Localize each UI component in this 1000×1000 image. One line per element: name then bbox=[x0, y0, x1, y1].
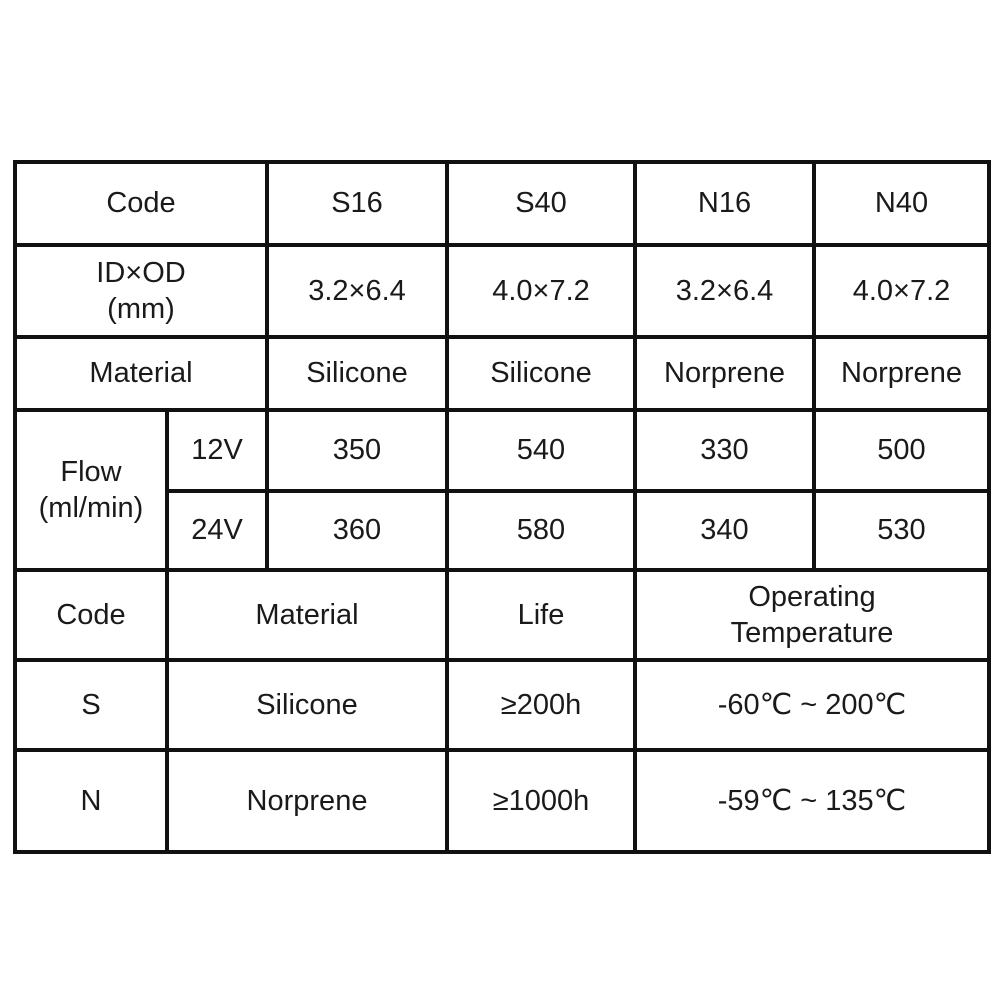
tubing-spec-table: Code S16 S40 N16 N40 ID×OD (mm) 3.2×6.4 … bbox=[13, 160, 991, 854]
mt-life-header-cell: Life bbox=[445, 568, 637, 662]
flow-12v-cell-n40: 500 bbox=[812, 408, 991, 493]
mt-code-cell-n: N bbox=[13, 748, 169, 854]
mt-code-header-cell: Code bbox=[13, 568, 169, 662]
mt-temperature-cell-n: -59℃ ~ 135℃ bbox=[633, 748, 991, 854]
row-material-table-header: Code Material Life Operating Temperature bbox=[13, 568, 991, 662]
code-cell-s40: S40 bbox=[445, 160, 637, 247]
material-cell-n40: Norprene bbox=[812, 335, 991, 412]
row-flow-12v: Flow (ml/min) 12V 350 540 330 500 bbox=[13, 408, 991, 572]
mt-material-cell-s: Silicone bbox=[165, 658, 449, 752]
flow-24v-cell-n40: 530 bbox=[812, 489, 991, 572]
material-cell-n16: Norprene bbox=[633, 335, 816, 412]
material-header-cell: Material bbox=[13, 335, 269, 412]
flow-12v-cell-s40: 540 bbox=[445, 408, 637, 493]
flow-24v-cell-s16: 360 bbox=[265, 489, 449, 572]
mt-temperature-cell-s: -60℃ ~ 200℃ bbox=[633, 658, 991, 752]
flow-12v-cell-n16: 330 bbox=[633, 408, 816, 493]
mt-material-header-cell: Material bbox=[165, 568, 449, 662]
flow-24v-cell-n16: 340 bbox=[633, 489, 816, 572]
id-od-cell-n40: 4.0×7.2 bbox=[812, 243, 991, 339]
id-od-cell-s40: 4.0×7.2 bbox=[445, 243, 637, 339]
flow-header-cell: Flow (ml/min) bbox=[13, 408, 169, 572]
flow-header-label: Flow (ml/min) bbox=[38, 455, 144, 524]
mt-life-cell-n: ≥1000h bbox=[445, 748, 637, 854]
row-id-od: ID×OD (mm) 3.2×6.4 4.0×7.2 3.2×6.4 4.0×7… bbox=[13, 243, 991, 339]
flow-voltage-cell-24v: 24V bbox=[165, 489, 269, 572]
id-od-cell-s16: 3.2×6.4 bbox=[265, 243, 449, 339]
row-material-n: N Norprene ≥1000h -59℃ ~ 135℃ bbox=[13, 748, 991, 854]
code-cell-s16: S16 bbox=[265, 160, 449, 247]
mt-material-cell-n: Norprene bbox=[165, 748, 449, 854]
row-code: Code S16 S40 N16 N40 bbox=[13, 160, 991, 247]
mt-operating-temperature-header-label: Operating Temperature bbox=[730, 580, 894, 649]
id-od-header-cell: ID×OD (mm) bbox=[13, 243, 269, 339]
id-od-cell-n16: 3.2×6.4 bbox=[633, 243, 816, 339]
code-cell-n16: N16 bbox=[633, 160, 816, 247]
code-cell-n40: N40 bbox=[812, 160, 991, 247]
flow-12v-cell-s16: 350 bbox=[265, 408, 449, 493]
row-material: Material Silicone Silicone Norprene Norp… bbox=[13, 335, 991, 412]
material-cell-s16: Silicone bbox=[265, 335, 449, 412]
code-header-cell: Code bbox=[13, 160, 269, 247]
mt-code-cell-s: S bbox=[13, 658, 169, 752]
flow-voltage-cell-12v: 12V bbox=[165, 408, 269, 493]
row-material-s: S Silicone ≥200h -60℃ ~ 200℃ bbox=[13, 658, 991, 752]
id-od-header-label: ID×OD (mm) bbox=[96, 256, 186, 325]
row-flow-24v: 24V 360 580 340 530 bbox=[15, 489, 991, 572]
flow-24v-cell-s40: 580 bbox=[445, 489, 637, 572]
mt-operating-temperature-header-cell: Operating Temperature bbox=[633, 568, 991, 662]
material-cell-s40: Silicone bbox=[445, 335, 637, 412]
mt-life-cell-s: ≥200h bbox=[445, 658, 637, 752]
